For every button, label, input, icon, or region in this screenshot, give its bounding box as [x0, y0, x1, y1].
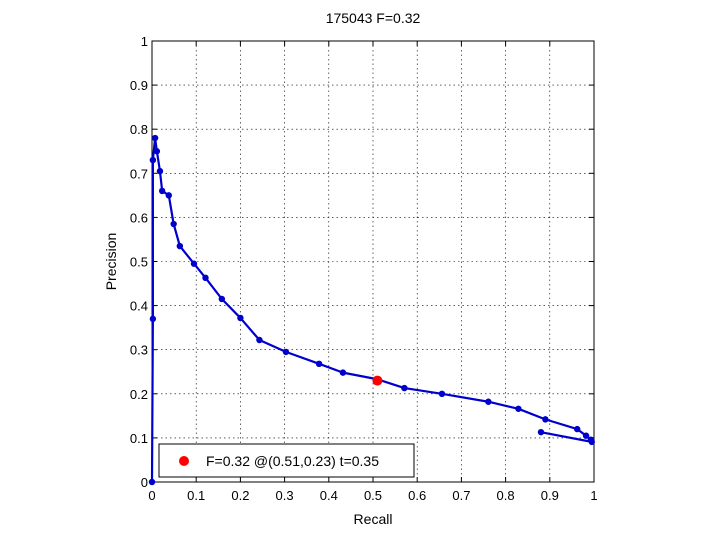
data-point [485, 398, 492, 405]
x-tick-label: 0.7 [452, 488, 470, 503]
data-point [401, 384, 408, 392]
x-tick-label: 0 [148, 488, 155, 503]
y-tick-label: 0.1 [130, 431, 148, 446]
data-point [156, 167, 164, 175]
y-tick-label: 1 [141, 34, 148, 49]
legend: F=0.32 @(0.51,0.23) t=0.35 [158, 443, 415, 478]
legend-marker [179, 456, 189, 466]
best-f-point [372, 375, 383, 386]
data-point [582, 432, 590, 439]
data-point [165, 192, 172, 199]
data-point [218, 295, 226, 303]
grid-layer [152, 41, 594, 482]
data-point [170, 220, 177, 228]
data-point [237, 314, 244, 322]
data-point [190, 260, 198, 267]
data-point [158, 187, 166, 195]
data-point [315, 360, 323, 368]
y-tick-label: 0.4 [130, 299, 148, 314]
x-tick-label: 0.5 [364, 488, 382, 503]
data-point [542, 416, 549, 423]
data-point [149, 156, 157, 164]
y-tick-label: 0.5 [130, 255, 148, 270]
y-tick-label: 0.2 [130, 387, 148, 402]
x-tick-label: 0.3 [276, 488, 294, 503]
data-point [438, 390, 446, 397]
data-point [588, 438, 595, 446]
y-tick-label: 0.3 [130, 343, 148, 358]
data-point [537, 428, 545, 436]
chart-title: 175043 F=0.32 [326, 10, 421, 26]
x-tick-label: 0.6 [408, 488, 426, 503]
x-tick-label: 0.4 [320, 488, 338, 503]
x-tick-label: 1 [590, 488, 597, 503]
data-point [149, 315, 157, 323]
x-tick-label: 0.1 [187, 488, 205, 503]
data-point [339, 369, 347, 376]
legend-box [158, 443, 415, 478]
data-point [153, 148, 161, 155]
data-point [176, 242, 184, 250]
legend-label: F=0.32 @(0.51,0.23) t=0.35 [206, 453, 379, 469]
x-tick-label: 0.8 [497, 488, 515, 503]
y-tick-label: 0.6 [130, 210, 148, 225]
x-axis-title: Recall [354, 511, 393, 527]
series-layer [148, 134, 595, 486]
y-tick-label: 0.7 [130, 166, 148, 181]
data-point [202, 274, 209, 282]
y-axis-title: Precision [103, 233, 119, 291]
y-tick-label: 0 [141, 475, 148, 490]
x-tick-label: 0.9 [541, 488, 559, 503]
data-point [282, 348, 290, 356]
data-point [151, 134, 159, 142]
data-point [574, 425, 581, 433]
tick-layer: 0 0.1 0.2 0.3 0.4 0.5 0.6 0.7 0.8 0.9 1 0 0.1 0.2 0.3 0… [130, 34, 598, 503]
y-tick-label: 0.8 [130, 122, 148, 137]
data-point [515, 405, 522, 412]
data-point [148, 478, 156, 486]
x-tick-label: 0.2 [231, 488, 249, 503]
data-point [256, 336, 263, 344]
y-tick-label: 0.9 [130, 78, 148, 93]
